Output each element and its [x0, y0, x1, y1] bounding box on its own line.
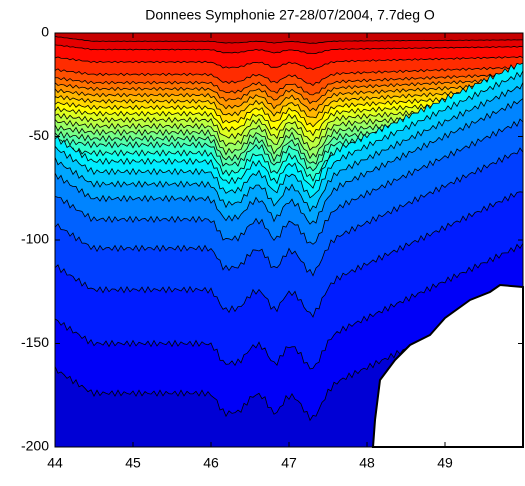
y-tick-label: -150: [21, 334, 49, 350]
y-tick-label: -50: [29, 127, 49, 143]
y-tick-label: -100: [21, 231, 49, 247]
x-tick-label: 46: [203, 455, 219, 471]
x-tick-label: 45: [125, 455, 141, 471]
x-tick-label: 48: [359, 455, 375, 471]
y-tick-label: 0: [41, 24, 49, 40]
x-tick-label: 47: [281, 455, 297, 471]
x-tick-label: 49: [437, 455, 453, 471]
x-tick-label: 44: [47, 455, 63, 471]
chart-title: Donnees Symphonie 27-28/07/2004, 7.7deg …: [145, 7, 435, 23]
y-tick-label: -200: [21, 438, 49, 454]
